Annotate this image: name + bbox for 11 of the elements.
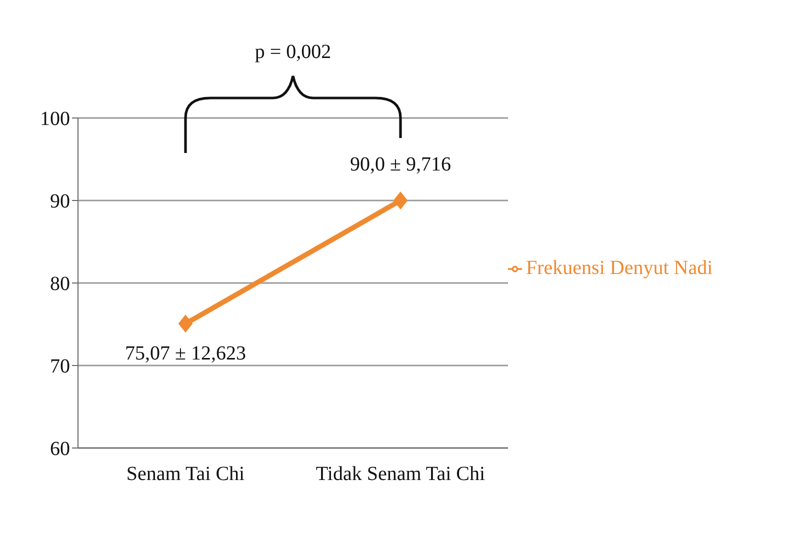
x-tick-label: Senam Tai Chi [126,463,246,486]
data-label: 75,07 ± 12,623 [125,342,246,365]
y-tick-label: 100 [40,108,70,130]
text: p = 0,002 [254,41,332,63]
y-tick-label: 80 [50,273,70,296]
y-tick-label: 60 [50,438,70,460]
x-tick-label: Tidak Senam Tai Chi [316,463,486,486]
legend-label: Frekuensi Denyut Nadi [526,256,713,278]
data-label: 90,0 ± 9,716 [350,154,451,176]
y-tick-label: 90 [50,190,70,213]
y-tick-label: 70 [50,356,70,378]
